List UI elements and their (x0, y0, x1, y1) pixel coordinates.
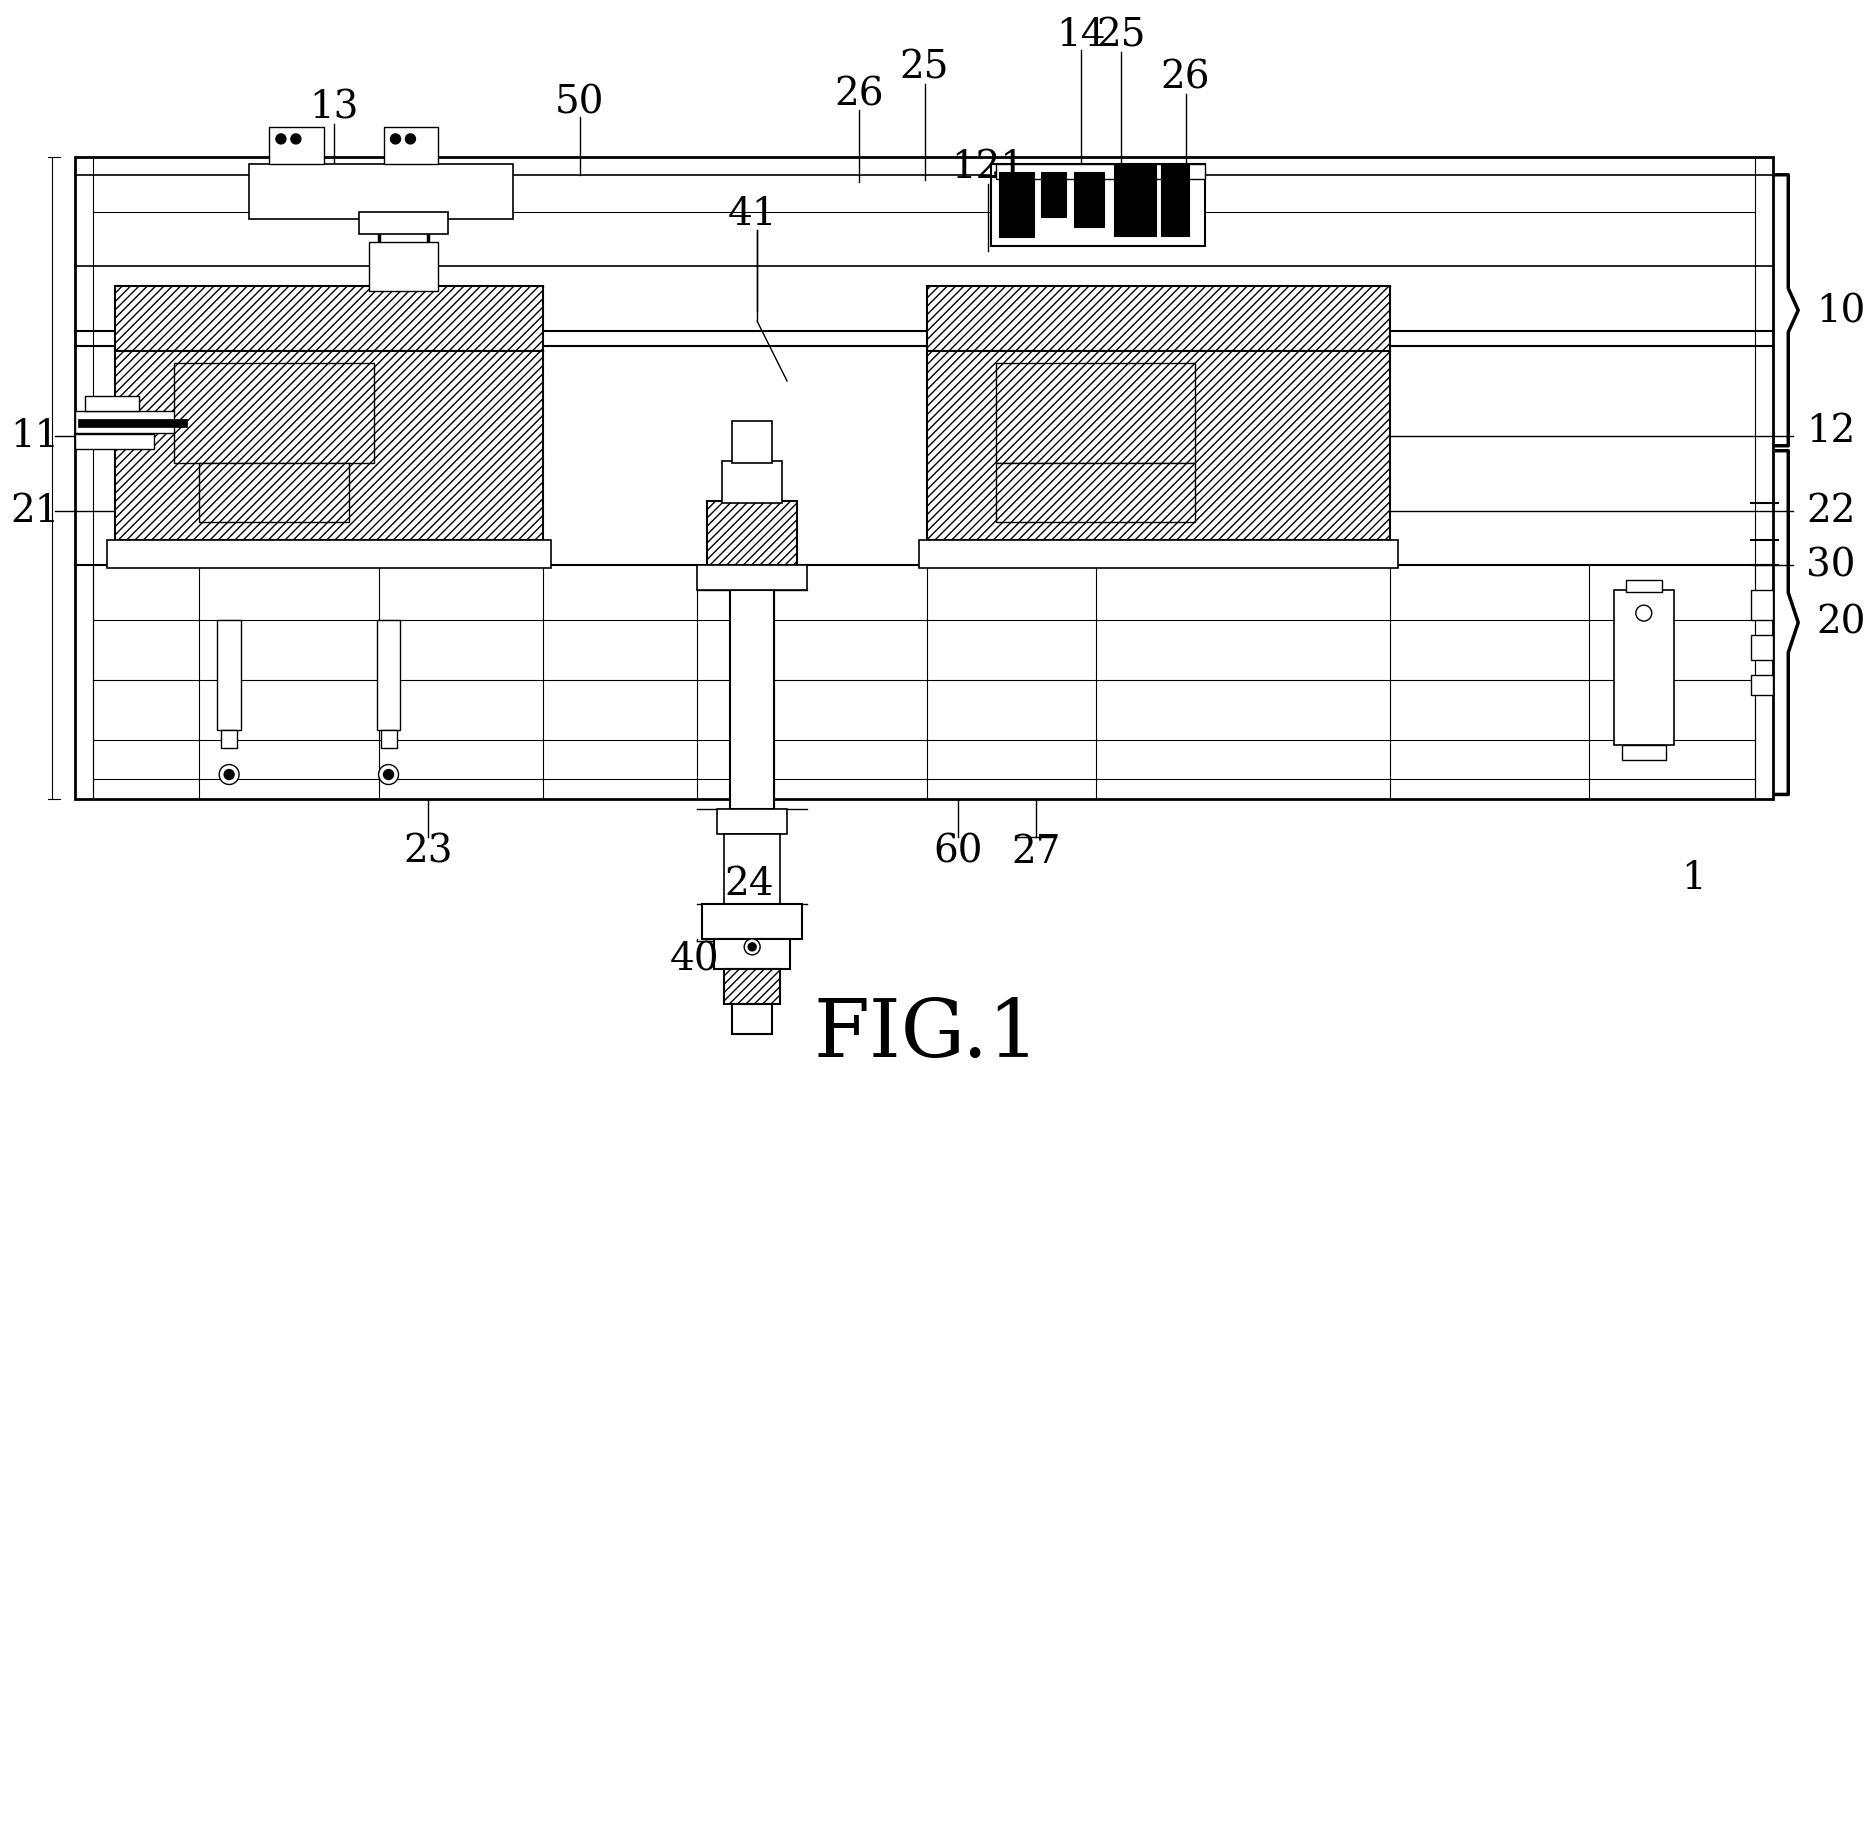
Bar (1750, 591, 1773, 622)
Bar (1622, 746, 1665, 760)
Bar (1113, 164, 1156, 237)
Circle shape (276, 135, 285, 144)
Text: 41: 41 (727, 197, 777, 233)
Text: 50: 50 (555, 84, 604, 122)
Bar (1074, 173, 1103, 228)
Text: 60: 60 (934, 833, 982, 870)
Text: 12: 12 (1806, 414, 1855, 450)
Text: 14: 14 (1055, 16, 1105, 53)
Bar (114, 352, 542, 541)
Bar (706, 501, 796, 565)
Circle shape (291, 135, 300, 144)
Bar (369, 242, 438, 292)
Text: 121: 121 (951, 149, 1025, 186)
Bar (377, 622, 401, 731)
Bar (1159, 164, 1187, 237)
Bar (1750, 636, 1773, 660)
Bar (75, 159, 1773, 800)
Text: 21: 21 (9, 492, 60, 530)
Bar (714, 939, 790, 970)
Bar (697, 565, 807, 591)
Circle shape (744, 939, 761, 955)
Bar (173, 365, 373, 463)
Bar (718, 809, 787, 835)
Bar (731, 591, 774, 809)
Bar (999, 173, 1033, 237)
Bar (995, 365, 1195, 463)
Bar (78, 419, 186, 428)
Bar (733, 1004, 772, 1034)
Bar (268, 128, 324, 164)
Bar (106, 541, 550, 569)
Bar (1612, 591, 1672, 746)
Text: 20: 20 (1816, 603, 1864, 642)
Circle shape (747, 942, 755, 952)
Bar (1625, 582, 1661, 592)
Bar (384, 128, 438, 164)
Bar (75, 434, 155, 450)
Text: 10: 10 (1816, 294, 1864, 330)
Bar (75, 412, 194, 434)
Text: FIG.1: FIG.1 (813, 995, 1038, 1074)
Bar (919, 541, 1396, 569)
Bar (1040, 173, 1066, 217)
Circle shape (1635, 605, 1652, 622)
Circle shape (378, 766, 399, 786)
Text: 25: 25 (898, 49, 949, 88)
Text: 22: 22 (1806, 492, 1855, 530)
Bar (926, 352, 1389, 541)
Bar (250, 164, 513, 219)
Text: 13: 13 (309, 89, 358, 126)
Bar (222, 731, 237, 747)
Bar (723, 970, 779, 1004)
Bar (992, 164, 1204, 246)
Circle shape (220, 766, 239, 786)
Bar (733, 421, 772, 463)
Text: 27: 27 (1010, 833, 1061, 870)
Bar (723, 835, 779, 904)
Text: 24: 24 (723, 866, 774, 902)
Text: 26: 26 (1159, 60, 1210, 97)
Bar (703, 904, 802, 939)
Bar (380, 731, 397, 747)
Bar (216, 622, 240, 731)
Bar (995, 463, 1195, 523)
Circle shape (404, 135, 416, 144)
Circle shape (390, 135, 401, 144)
Text: 25: 25 (1096, 18, 1144, 55)
Circle shape (384, 769, 393, 780)
Bar (84, 397, 140, 412)
Bar (721, 461, 781, 503)
Text: 30: 30 (1806, 547, 1855, 585)
Text: 26: 26 (833, 77, 884, 113)
Bar (1750, 676, 1773, 695)
Bar (114, 288, 542, 352)
Text: 11: 11 (9, 417, 60, 456)
Bar (199, 463, 349, 523)
Text: 1: 1 (1681, 859, 1706, 897)
Bar (358, 213, 447, 235)
Bar (995, 164, 1204, 180)
Circle shape (224, 769, 235, 780)
Text: 23: 23 (403, 833, 453, 870)
Bar (926, 288, 1389, 352)
Text: 40: 40 (669, 941, 720, 977)
